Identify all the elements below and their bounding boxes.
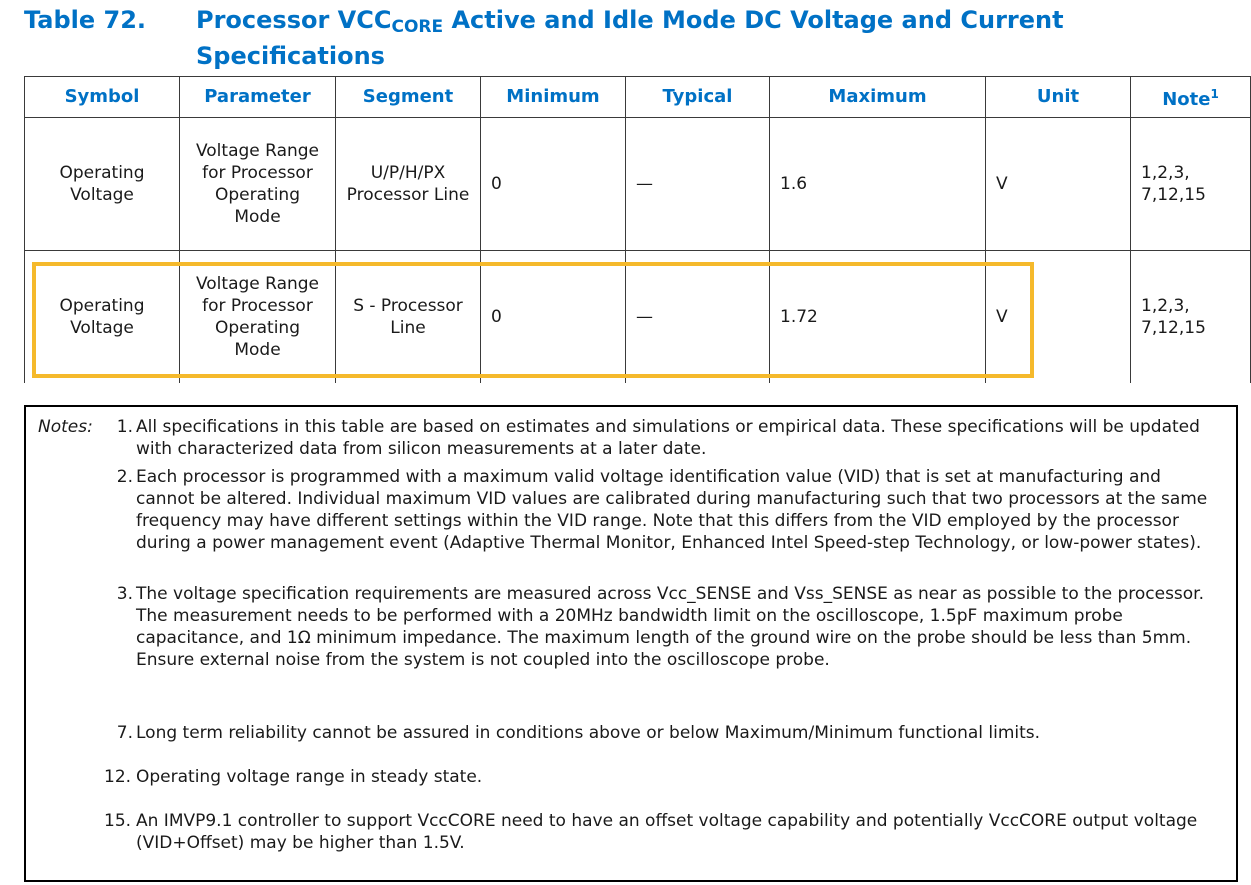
note-item: 3. The voltage specification requirement… <box>117 583 1211 671</box>
caption-part-before: Processor VCC <box>196 6 392 34</box>
notes-box: Notes: 1. All specifications in this tab… <box>24 405 1238 882</box>
note-number: 7. <box>116 723 133 743</box>
note-text: Operating voltage range in steady state. <box>136 767 483 787</box>
header-symbol: Symbol <box>24 76 180 118</box>
cell-typical: — <box>625 250 770 383</box>
cell-maximum: 1.6 <box>769 117 986 251</box>
header-unit: Unit <box>985 76 1131 118</box>
note-item: 2. Each processor is programmed with a m… <box>117 466 1211 554</box>
cell-unit: V <box>985 250 1131 383</box>
header-note-label: Note <box>1162 89 1211 110</box>
header-typical: Typical <box>625 76 770 118</box>
spec-table: Symbol Parameter Segment Minimum Typical… <box>24 76 1251 383</box>
note-text: All specifications in this table are bas… <box>136 417 1200 459</box>
note-number: 12. <box>104 767 132 787</box>
cell-parameter: Voltage Range for Processor Operating Mo… <box>179 250 336 383</box>
table-row: Operating Voltage Voltage Range for Proc… <box>24 250 1251 383</box>
cell-note: 1,2,3, 7,12,15 <box>1130 117 1251 251</box>
cell-segment: U/P/H/PX Processor Line <box>335 117 481 251</box>
notes-label: Notes: <box>38 417 93 437</box>
note-item: 7. Long term reliability cannot be assur… <box>117 722 1211 744</box>
note-number: 15. <box>104 811 132 831</box>
header-note-superscript: 1 <box>1210 87 1219 101</box>
cell-typical: — <box>625 117 770 251</box>
cell-symbol: Operating Voltage <box>24 250 180 383</box>
header-parameter: Parameter <box>179 76 336 118</box>
table-header-row: Symbol Parameter Segment Minimum Typical… <box>24 76 1251 118</box>
note-item: 15. An IMVP9.1 controller to support Vcc… <box>104 810 1211 854</box>
note-text: An IMVP9.1 controller to support VccCORE… <box>136 811 1198 853</box>
note-number: 3. <box>116 584 133 604</box>
table-row: Operating Voltage Voltage Range for Proc… <box>24 117 1251 251</box>
table-number: Table 72. <box>24 6 147 34</box>
caption-subscript: CORE <box>391 17 444 37</box>
cell-maximum: 1.72 <box>769 250 986 383</box>
note-text: The voltage specification requirements a… <box>136 584 1205 670</box>
header-minimum: Minimum <box>480 76 626 118</box>
caption-part-after: Active and Idle Mode DC Voltage and Curr… <box>196 6 1064 70</box>
table-caption: Processor VCCCORE Active and Idle Mode D… <box>196 6 1236 71</box>
cell-symbol: Operating Voltage <box>24 117 180 251</box>
header-maximum: Maximum <box>769 76 986 118</box>
cell-segment: S - Processor Line <box>335 250 481 383</box>
cell-unit: V <box>985 117 1131 251</box>
cell-minimum: 0 <box>480 117 626 251</box>
header-note: Note1 <box>1130 76 1251 118</box>
cell-note: 1,2,3, 7,12,15 <box>1130 250 1251 383</box>
note-number: 2. <box>116 467 133 487</box>
cell-parameter: Voltage Range for Processor Operating Mo… <box>179 117 336 251</box>
cell-minimum: 0 <box>480 250 626 383</box>
note-item: 1. All specifications in this table are … <box>117 416 1211 460</box>
note-number: 1. <box>116 417 133 437</box>
note-item: 12. Operating voltage range in steady st… <box>104 766 1211 788</box>
note-text: Each processor is programmed with a maxi… <box>136 467 1208 553</box>
header-segment: Segment <box>335 76 481 118</box>
note-text: Long term reliability cannot be assured … <box>136 723 1041 743</box>
